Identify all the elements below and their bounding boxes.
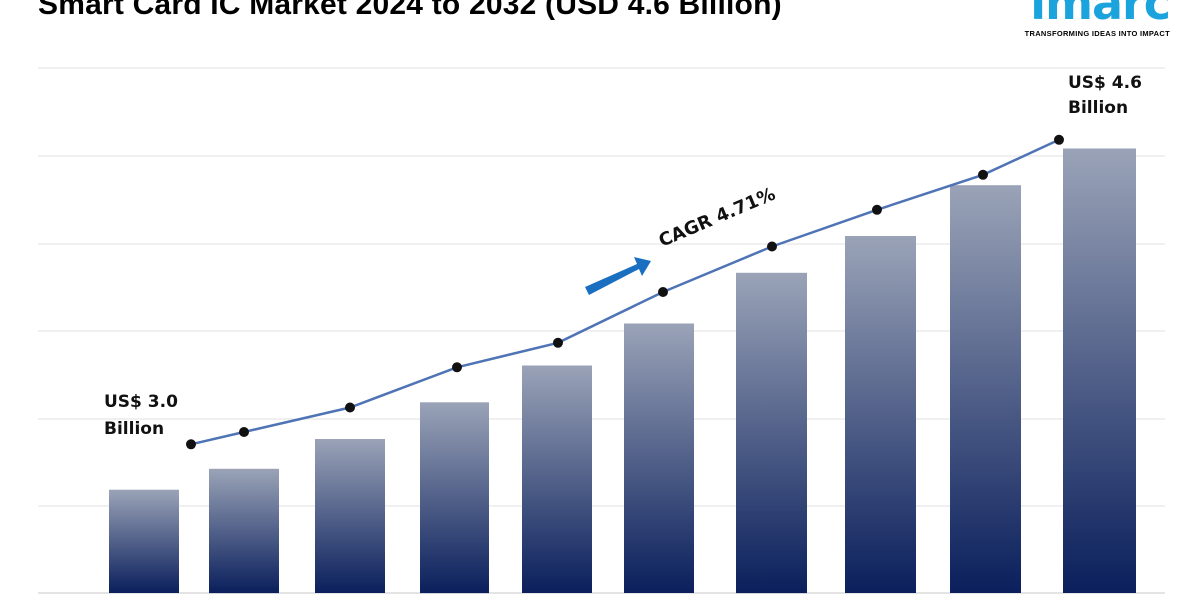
bar <box>736 272 807 594</box>
bar <box>109 489 179 593</box>
end-value-label: US$ 4.6 <box>1068 73 1142 93</box>
imarc-logo: imarc TRANSFORMING IDEAS INTO IMPACT <box>1002 0 1182 42</box>
trend-point <box>186 439 196 450</box>
trend-line <box>190 138 1060 446</box>
bar <box>950 185 1021 593</box>
logo-wordmark: imarc <box>1030 0 1171 30</box>
end-unit-label: Billion <box>1068 98 1128 118</box>
start-unit-label: Billion <box>104 419 164 439</box>
trend-point <box>767 241 777 252</box>
logo-tagline: TRANSFORMING IDEAS INTO IMPACT <box>1024 29 1170 38</box>
trend-point <box>553 337 563 348</box>
bar <box>315 439 385 593</box>
bar <box>209 468 279 594</box>
bar <box>624 323 694 593</box>
bar <box>1063 148 1136 593</box>
trend-point <box>872 204 882 215</box>
trend-point <box>239 427 249 437</box>
trend-line-group <box>186 134 1064 450</box>
trend-point <box>658 287 668 297</box>
trend-point <box>452 362 462 373</box>
bars <box>109 148 1136 594</box>
trend-point <box>345 402 355 413</box>
trend-point <box>1054 134 1064 145</box>
cagr-arrow <box>585 257 651 295</box>
bar <box>420 402 489 594</box>
bar <box>522 365 592 593</box>
bar <box>845 236 916 593</box>
cagr-label: CAGR 4.71% <box>656 184 779 252</box>
start-value-label: US$ 3.0 <box>104 392 178 412</box>
chart-title: Smart Card IC Market 2024 to 2032 (USD 4… <box>38 0 782 21</box>
trend-point <box>978 169 988 180</box>
